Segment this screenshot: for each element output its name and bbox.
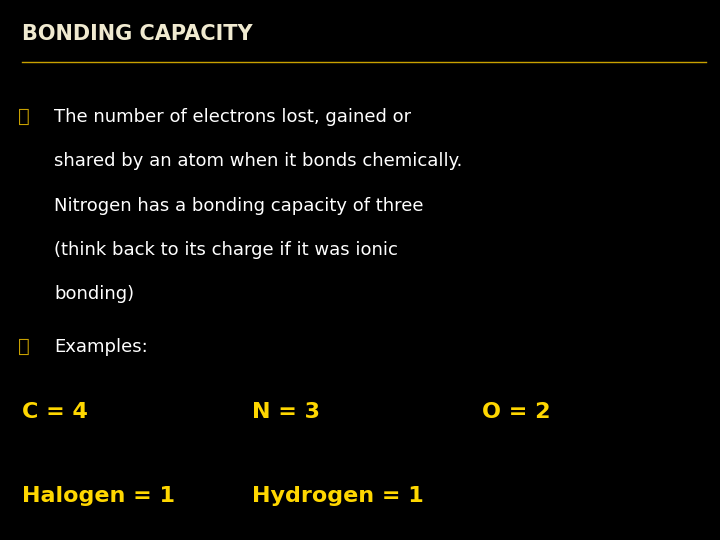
Text: (think back to its charge if it was ionic: (think back to its charge if it was ioni… [54,241,398,259]
Text: C = 4: C = 4 [22,402,87,422]
Text: ℓ: ℓ [18,108,30,126]
Text: Halogen = 1: Halogen = 1 [22,486,174,506]
Text: Hydrogen = 1: Hydrogen = 1 [252,486,424,506]
Text: ℓ: ℓ [18,338,30,355]
Text: Nitrogen has a bonding capacity of three: Nitrogen has a bonding capacity of three [54,197,423,214]
Text: O = 2: O = 2 [482,402,551,422]
Text: BONDING CAPACITY: BONDING CAPACITY [22,24,252,44]
Text: bonding): bonding) [54,285,134,303]
Text: Examples:: Examples: [54,338,148,355]
Text: N = 3: N = 3 [252,402,320,422]
Text: shared by an atom when it bonds chemically.: shared by an atom when it bonds chemical… [54,152,462,170]
Text: The number of electrons lost, gained or: The number of electrons lost, gained or [54,108,411,126]
